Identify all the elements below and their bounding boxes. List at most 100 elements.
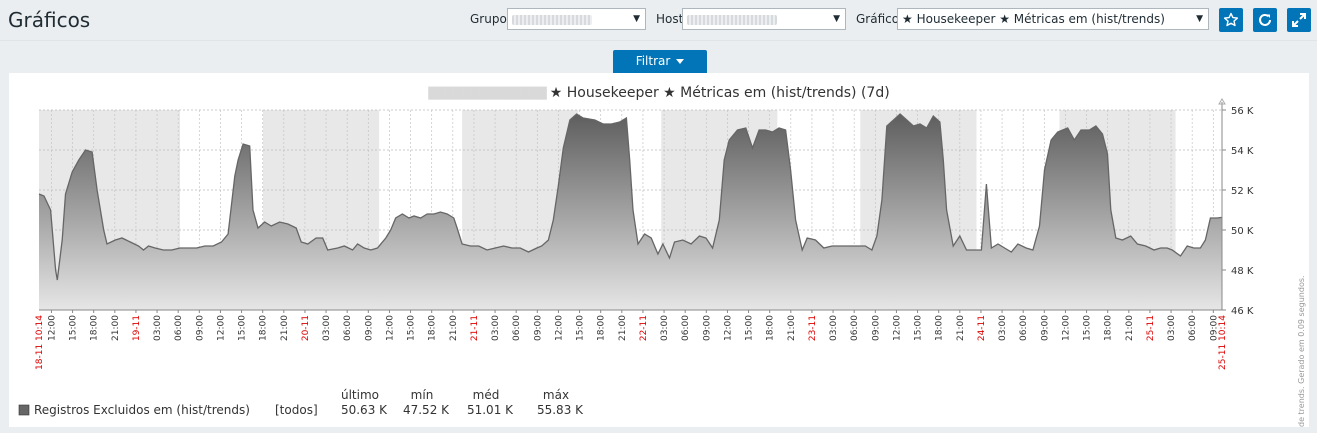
group-value-redacted: [512, 14, 592, 25]
x-tick-label: 15:00: [576, 315, 586, 341]
x-tick-label: 25-11: [1146, 315, 1156, 341]
x-tick-label: 06:00: [343, 315, 353, 341]
x-tick-label: 03:00: [829, 315, 839, 341]
fullscreen-button[interactable]: [1287, 8, 1311, 32]
filter-toggle-button[interactable]: Filtrar: [613, 50, 707, 73]
legend-swatch: [18, 404, 30, 416]
x-tick-label: 21:00: [280, 315, 290, 341]
x-tick-label: 15:00: [238, 315, 248, 341]
x-tick-label: 06:00: [512, 315, 522, 341]
y-tick-label: 54 K: [1231, 146, 1254, 157]
filter-button-label: Filtrar: [635, 54, 671, 68]
legend-header: méd: [473, 388, 500, 402]
graph-label: Gráfico: [856, 12, 900, 26]
host-label: Host: [656, 12, 684, 26]
x-tick-label: 18:00: [428, 315, 438, 341]
x-tick-label: 06:00: [174, 315, 184, 341]
legend-value: 51.01 K: [467, 403, 514, 417]
graph-svg: ██████████████ ★ Housekeeper ★ Métricas e…: [18, 85, 1306, 433]
legend-value: 50.63 K: [341, 403, 388, 417]
legend-header: mín: [411, 388, 434, 402]
legend-value: 47.52 K: [403, 403, 450, 417]
x-tick-label: 03:00: [322, 315, 332, 341]
x-tick-label: 21:00: [787, 315, 797, 341]
x-tick-label: 09:00: [1040, 315, 1050, 341]
x-tick-label: 09:00: [364, 315, 374, 341]
x-tick-label: 06:00: [681, 315, 691, 341]
x-tick-label: 06:00: [1188, 315, 1198, 341]
x-tick-label: 20-11: [301, 315, 311, 341]
x-tick-label: 15:00: [69, 315, 79, 341]
x-tick-label: 18:00: [597, 315, 607, 341]
x-tick-label: 21:00: [956, 315, 966, 341]
legend-header: máx: [543, 388, 569, 402]
x-tick-label: 12:00: [723, 315, 733, 341]
x-tick-label: 09:00: [195, 315, 205, 341]
x-tick-label: 09:00: [1209, 315, 1219, 341]
x-tick-label: 12:00: [47, 315, 57, 341]
host-value-redacted: [687, 14, 777, 25]
y-tick-label: 46 K: [1231, 306, 1254, 317]
graph-title-host-redacted: ██████████████: [427, 86, 547, 100]
page-header: Gráficos Grupo ▼ Host ▼ Gráfico ★ Housek…: [0, 0, 1317, 41]
refresh-icon: [1259, 13, 1271, 26]
x-tick-label: 18:00: [766, 315, 776, 341]
x-tick-label: 22-11: [639, 315, 649, 341]
chevron-down-icon: ▼: [633, 14, 640, 24]
legend-header: último: [341, 388, 379, 402]
page-title: Gráficos: [8, 8, 91, 32]
x-tick-label: 18-11 10:14: [35, 315, 45, 370]
x-tick-label: 15:00: [1083, 315, 1093, 341]
x-tick-label: 25-11 10:14: [1218, 315, 1228, 370]
legend-func: [todos]: [275, 403, 318, 417]
x-tick-label: 21:00: [449, 315, 459, 341]
x-tick-label: 21-11: [470, 315, 480, 341]
x-tick-label: 12:00: [1061, 315, 1071, 341]
graph-select-value: ★ Housekeeper ★ Métricas em (hist/trends…: [902, 12, 1165, 26]
host-select[interactable]: ▼: [682, 8, 846, 30]
chevron-down-icon: ▼: [1196, 14, 1203, 24]
graph-panel: ██████████████ ★ Housekeeper ★ Métricas e…: [9, 73, 1309, 433]
y-tick-label: 48 K: [1231, 266, 1254, 277]
graph-title-text: ★ Housekeeper ★ Métricas em (hist/trends…: [550, 85, 890, 101]
y-axis-arrow: [1218, 98, 1226, 105]
chevron-down-icon: [676, 59, 685, 64]
x-tick-label: 21:00: [618, 315, 628, 341]
x-tick-label: 12:00: [554, 315, 564, 341]
graph-select[interactable]: ★ Housekeeper ★ Métricas em (hist/trends…: [897, 8, 1209, 30]
series-area: [39, 114, 1222, 310]
x-tick-label: 21:00: [111, 315, 121, 341]
x-tick-label: 12:00: [385, 315, 395, 341]
x-tick-label: 03:00: [998, 315, 1008, 341]
legend-series-name: Registros Excluidos em (hist/trends): [34, 403, 250, 417]
x-tick-label: 12:00: [216, 315, 226, 341]
group-label: Grupo: [470, 12, 507, 26]
y-tick-label: 50 K: [1231, 226, 1254, 237]
x-tick-label: 21:00: [1125, 315, 1135, 341]
x-tick-label: 18:00: [90, 315, 100, 341]
legend-value: 55.83 K: [537, 403, 584, 417]
x-tick-label: 12:00: [892, 315, 902, 341]
x-tick-label: 03:00: [491, 315, 501, 341]
x-tick-label: 18:00: [259, 315, 269, 341]
favorite-button[interactable]: [1219, 8, 1243, 32]
x-tick-label: 06:00: [1019, 315, 1029, 341]
y-tick-label: 52 K: [1231, 186, 1254, 197]
x-tick-label: 23-11: [808, 315, 818, 341]
x-tick-label: 09:00: [702, 315, 712, 341]
x-tick-label: 06:00: [850, 315, 860, 341]
refresh-button[interactable]: [1253, 8, 1277, 32]
x-tick-label: 15:00: [914, 315, 924, 341]
x-tick-label: 18:00: [935, 315, 945, 341]
x-tick-label: 24-11: [977, 315, 987, 341]
group-select[interactable]: ▼: [507, 8, 646, 30]
fullscreen-icon: [1292, 13, 1306, 27]
y-tick-label: 56 K: [1231, 106, 1254, 117]
x-tick-label: 03:00: [660, 315, 670, 341]
x-tick-label: 18:00: [1104, 315, 1114, 341]
x-tick-label: 09:00: [533, 315, 543, 341]
series-line: [38, 113, 1223, 281]
x-tick-label: 15:00: [407, 315, 417, 341]
graph-watermark: Dado de trends. Gerado em 0.09 segundos.: [1297, 275, 1306, 427]
x-tick-label: 03:00: [1167, 315, 1177, 341]
